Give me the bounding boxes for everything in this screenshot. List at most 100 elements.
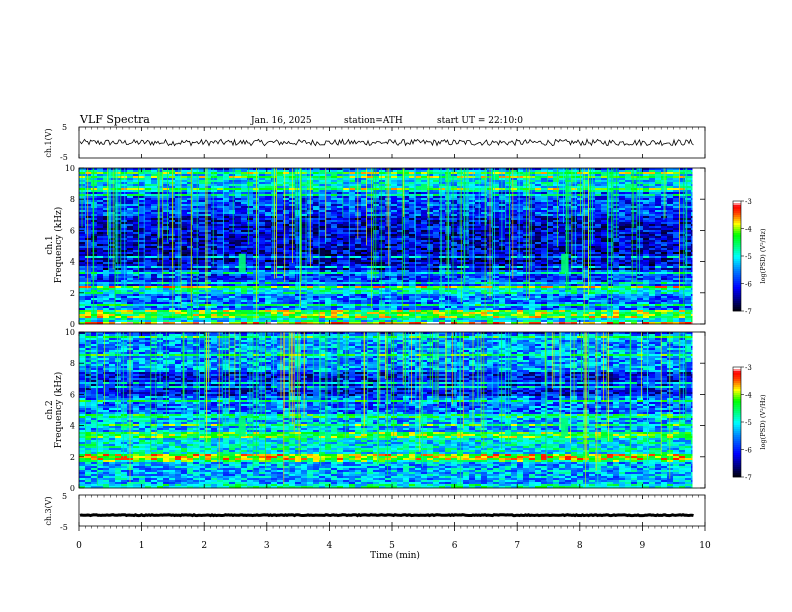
spec1-cell xyxy=(535,170,542,173)
spec1-cell xyxy=(145,258,152,261)
spec1-cell xyxy=(553,214,560,217)
spec1-cell xyxy=(649,258,656,261)
spec1-cell xyxy=(505,176,512,179)
spec1-cell xyxy=(157,188,164,191)
spec1-cell xyxy=(661,232,668,235)
spec1-cell xyxy=(667,230,674,233)
spec1-cell xyxy=(433,248,440,251)
spec1-cell xyxy=(265,210,272,213)
spec1-cell xyxy=(139,206,146,209)
spec1-cell xyxy=(367,172,374,175)
spec1-cell xyxy=(547,186,554,189)
spec1-cell xyxy=(613,218,620,221)
spec1-cell xyxy=(403,252,410,255)
spec1-cell xyxy=(397,242,404,245)
spec1-cell xyxy=(655,188,662,191)
spec1-cell xyxy=(463,210,470,213)
spec1-cell xyxy=(493,252,500,255)
spec1-cell xyxy=(643,198,650,201)
spec1-cell xyxy=(289,214,296,217)
spec1-cell xyxy=(223,178,230,181)
spec1-cell xyxy=(109,176,116,179)
spec1-cell xyxy=(511,252,518,255)
spec1-cell xyxy=(301,184,308,187)
spec1-cell xyxy=(613,198,620,201)
spec1-cell xyxy=(577,258,584,261)
spec1-cell xyxy=(469,216,476,219)
spec1-cell xyxy=(127,194,134,197)
spec1-cell xyxy=(391,234,398,237)
spec1-cell xyxy=(193,168,200,171)
spec1-cell xyxy=(319,194,326,197)
spec1-cell xyxy=(475,230,482,233)
spec1-cell xyxy=(433,226,440,229)
spec1-cell xyxy=(607,252,614,255)
spec1-cell xyxy=(601,168,608,171)
spec1-cell xyxy=(151,238,158,241)
spec1-cell xyxy=(607,178,614,181)
spec1-cell xyxy=(277,186,284,189)
spec1-cell xyxy=(211,222,218,225)
spec1-cell xyxy=(313,194,320,197)
spec1-cell xyxy=(301,212,308,215)
spec1-cell xyxy=(637,218,644,221)
spec1-cell xyxy=(493,176,500,179)
spec1-cell xyxy=(475,250,482,253)
spec1-cell xyxy=(619,196,626,199)
spec1-cell xyxy=(481,218,488,221)
spec1-cell xyxy=(643,234,650,237)
spec1-cell xyxy=(685,214,692,217)
spec1-cell xyxy=(619,214,626,217)
spec1-cell xyxy=(361,178,368,181)
spec1-cell xyxy=(529,170,536,173)
spec1-cell xyxy=(517,258,524,261)
spec1-cell xyxy=(133,180,140,183)
spec1-cell xyxy=(553,250,560,253)
spec1-cell xyxy=(511,260,518,263)
spec1-cell xyxy=(79,250,86,253)
spec1-cell xyxy=(433,256,440,259)
spec1-cell xyxy=(127,252,134,255)
spec1-cell xyxy=(97,246,104,249)
spec1-cell xyxy=(481,212,488,215)
spec1-cell xyxy=(247,242,254,245)
spec1-cell xyxy=(367,198,374,201)
spec1-cell xyxy=(655,262,662,265)
spec1-cell xyxy=(205,220,212,223)
spec1-cell xyxy=(247,184,254,187)
spec1-cell xyxy=(463,220,470,223)
spec1-cell xyxy=(385,192,392,195)
spec1-cell xyxy=(421,244,428,247)
spec1-cell xyxy=(319,234,326,237)
spec1-cell xyxy=(241,176,248,179)
spec1-cell xyxy=(673,168,680,171)
spec1-cell xyxy=(331,254,338,257)
spec1-cell xyxy=(517,250,524,253)
spec1-cell xyxy=(619,174,626,177)
spec1-cell xyxy=(259,258,266,261)
spec1-cell xyxy=(205,192,212,195)
spec1-cell xyxy=(439,200,446,203)
spec1-cell xyxy=(577,240,584,243)
spec1-cell xyxy=(145,178,152,181)
spec1-cell xyxy=(343,244,350,247)
spec1-cell xyxy=(469,232,476,235)
spec1-cell xyxy=(247,194,254,197)
spec1-cell xyxy=(451,178,458,181)
spec1-cell xyxy=(529,206,536,209)
spec1-cell xyxy=(625,222,632,225)
spec1-cell xyxy=(211,188,218,191)
spec1-cell xyxy=(643,178,650,181)
spec1-cell xyxy=(559,184,566,187)
spec1-cell xyxy=(97,210,104,213)
spec1-cell xyxy=(361,190,368,193)
spec1-cell xyxy=(619,186,626,189)
spec1-cell xyxy=(601,246,608,249)
spec1-cell xyxy=(91,190,98,193)
spec1-cell xyxy=(133,218,140,221)
spec1-cell xyxy=(379,234,386,237)
spec1-cell xyxy=(133,220,140,223)
spec1-cell xyxy=(295,200,302,203)
spec1-cell xyxy=(667,240,674,243)
spec1-cell xyxy=(247,262,254,265)
